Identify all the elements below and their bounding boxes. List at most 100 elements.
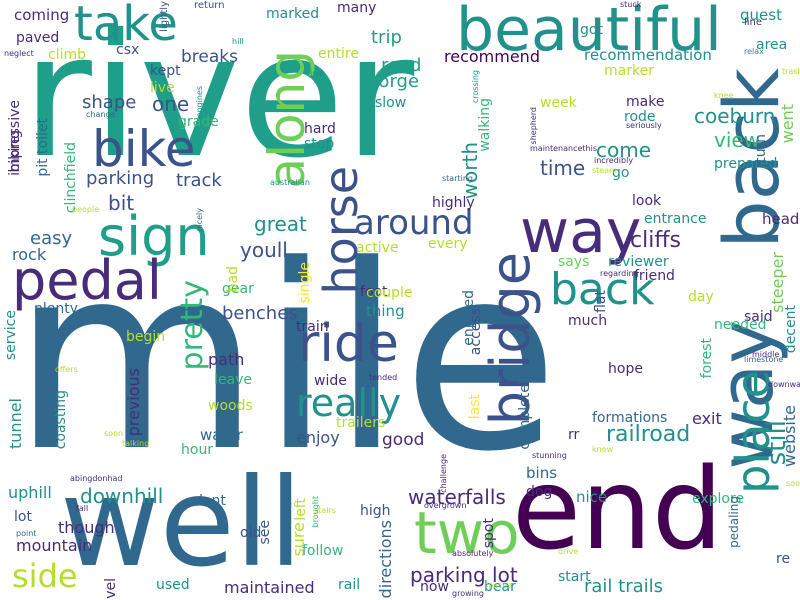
cloud-word: coasting bbox=[53, 390, 69, 450]
cloud-word: week bbox=[540, 95, 577, 111]
cloud-word: stunning bbox=[532, 451, 567, 460]
cloud-word: woods bbox=[208, 398, 253, 414]
cloud-word: follow bbox=[302, 543, 344, 559]
cloud-word: start bbox=[558, 569, 591, 585]
cloud-word: used bbox=[156, 577, 190, 593]
cloud-word: see bbox=[257, 520, 273, 545]
cloud-word: parking lot bbox=[410, 563, 518, 587]
cloud-word: path bbox=[208, 350, 245, 369]
cloud-word: river bbox=[22, 0, 415, 196]
cloud-word: soon bbox=[104, 429, 124, 438]
cloud-word: csx bbox=[116, 42, 140, 58]
cloud-word: pretty bbox=[175, 280, 210, 371]
cloud-word: sign bbox=[98, 205, 210, 268]
cloud-word: walking bbox=[477, 98, 493, 152]
cloud-word: hour bbox=[181, 442, 214, 458]
cloud-word: hope bbox=[608, 361, 643, 377]
cloud-word: water bbox=[200, 426, 243, 444]
cloud-word: though bbox=[58, 518, 115, 537]
cloud-word: drive bbox=[558, 547, 579, 556]
cloud-word: nicely bbox=[195, 208, 204, 232]
cloud-word: flat bbox=[593, 290, 609, 313]
cloud-word: re bbox=[776, 551, 791, 567]
cloud-word: many bbox=[337, 0, 377, 16]
cloud-word: rock bbox=[12, 245, 47, 264]
cloud-word: enjoy bbox=[296, 428, 340, 447]
cloud-word: mountain bbox=[16, 536, 93, 555]
cloud-word: slow bbox=[375, 95, 407, 111]
cloud-word: trash bbox=[782, 67, 800, 76]
cloud-word: nice bbox=[576, 488, 608, 506]
cloud-word: directions bbox=[376, 520, 395, 599]
cloud-word: downhill bbox=[80, 484, 164, 508]
cloud-word: line bbox=[744, 17, 763, 28]
cloud-word: know bbox=[592, 445, 614, 454]
cloud-word: clinchfield bbox=[63, 142, 79, 214]
cloud-word: rail trails bbox=[584, 576, 664, 597]
cloud-word: rr bbox=[568, 427, 580, 443]
cloud-word: change bbox=[86, 110, 116, 119]
cloud-word: left bbox=[293, 498, 309, 521]
cloud-word: time bbox=[540, 156, 586, 180]
cloud-word: last bbox=[467, 394, 483, 420]
cloud-word: challenge bbox=[439, 454, 448, 493]
cloud-word: train bbox=[296, 319, 329, 335]
cloud-word: pit toilet bbox=[35, 118, 51, 177]
cloud-word: along bbox=[258, 50, 316, 189]
cloud-word: relax bbox=[744, 47, 764, 56]
cloud-word: look bbox=[632, 193, 662, 209]
cloud-word: talking bbox=[122, 439, 150, 448]
cloud-word: offers bbox=[55, 365, 78, 374]
cloud-word: completely bbox=[517, 372, 533, 450]
cloud-word: rail bbox=[338, 577, 361, 593]
cloud-word: old bbox=[240, 525, 262, 541]
cloud-word: steam bbox=[592, 166, 617, 175]
cloud-word: thing bbox=[366, 302, 405, 320]
cloud-word: access bbox=[468, 308, 484, 356]
cloud-word: growing bbox=[452, 589, 484, 598]
cloud-word: australian bbox=[270, 178, 310, 187]
cloud-word: great bbox=[254, 212, 307, 236]
cloud-word: make bbox=[626, 94, 665, 110]
cloud-word: head bbox=[762, 210, 800, 228]
cloud-word: maintained bbox=[224, 578, 315, 597]
cloud-word: stairs bbox=[314, 506, 336, 515]
cloud-word: mile bbox=[12, 211, 559, 508]
cloud-word: coming bbox=[14, 6, 70, 24]
cloud-word: around bbox=[354, 203, 474, 243]
cloud-word: trip bbox=[371, 27, 402, 48]
cloud-word: says bbox=[558, 254, 590, 270]
cloud-word: needed bbox=[714, 317, 767, 333]
cloud-word: isnt bbox=[310, 69, 325, 78]
cloud-word: middle bbox=[752, 350, 780, 359]
cloud-word: foot bbox=[360, 284, 388, 300]
cloud-word: decent bbox=[783, 305, 799, 354]
cloud-word: prepared bbox=[714, 156, 778, 172]
cloud-word: return bbox=[194, 0, 225, 11]
cloud-word: every bbox=[428, 236, 468, 252]
cloud-word: forest bbox=[699, 338, 715, 379]
cloud-word: limestone bbox=[744, 355, 784, 364]
cloud-word: lot bbox=[14, 509, 32, 525]
cloud-word: railroad bbox=[606, 422, 691, 447]
cloud-word: two bbox=[414, 499, 520, 567]
cloud-word: turn bbox=[753, 134, 769, 163]
cloud-word: bit bbox=[108, 191, 135, 215]
cloud-word: service bbox=[3, 310, 19, 361]
cloud-word: really bbox=[296, 381, 402, 425]
cloud-word: soot bbox=[786, 479, 800, 488]
cloud-word: pedal bbox=[12, 249, 162, 312]
cloud-word: spot bbox=[481, 518, 497, 549]
cloud-word: bins bbox=[526, 464, 558, 482]
cloud-word: good bbox=[382, 430, 425, 450]
cloud-word: biking bbox=[7, 130, 23, 173]
cloud-word: much bbox=[568, 313, 608, 329]
cloud-word: live bbox=[150, 80, 175, 96]
cloud-word: come bbox=[596, 138, 652, 162]
cloud-word: steeper bbox=[768, 252, 787, 313]
cloud-word: guest bbox=[740, 6, 782, 24]
cloud-word: well bbox=[60, 452, 303, 594]
cloud-word: back bbox=[550, 264, 655, 315]
cloud-word: previous bbox=[124, 368, 143, 437]
